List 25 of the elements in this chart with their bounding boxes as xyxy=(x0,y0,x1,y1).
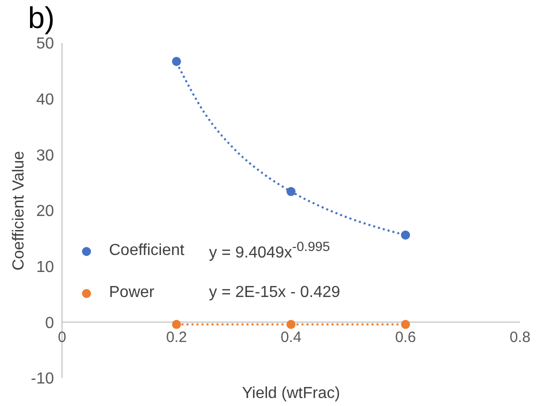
x-tick-label: 0 xyxy=(58,329,66,346)
legend-label: Coefficient xyxy=(109,242,186,260)
y-tick-label: 10 xyxy=(36,259,54,276)
y-axis-title: Coefficient Value xyxy=(10,150,28,270)
point xyxy=(286,320,296,329)
y-tick-label: -10 xyxy=(30,370,54,388)
x-tick-label: 0.6 xyxy=(395,329,416,346)
x-tick-label: 0.8 xyxy=(510,329,530,346)
text: b) xyxy=(28,2,55,36)
x-tick-label: 0.2 xyxy=(166,329,187,346)
annotation: y = 9.4049x$^{-0.995}$ xyxy=(209,239,330,263)
point xyxy=(286,187,296,196)
legend-label: Power xyxy=(109,284,156,302)
y-tick-label: 40 xyxy=(36,92,54,109)
point xyxy=(172,56,182,66)
y-tick-label: 30 xyxy=(36,147,54,164)
point xyxy=(400,320,410,329)
y-tick-label: 20 xyxy=(36,203,54,220)
y-tick-label: 50 xyxy=(36,36,54,53)
point xyxy=(400,230,410,240)
point xyxy=(172,320,182,329)
y-tick-label: 0 xyxy=(45,314,54,332)
x-tick-label: 0.4 xyxy=(280,329,302,346)
annotation: y = 2E-15x - 0.429 xyxy=(209,284,340,302)
x-axis-title: Yield (wtFrac) xyxy=(242,385,340,402)
